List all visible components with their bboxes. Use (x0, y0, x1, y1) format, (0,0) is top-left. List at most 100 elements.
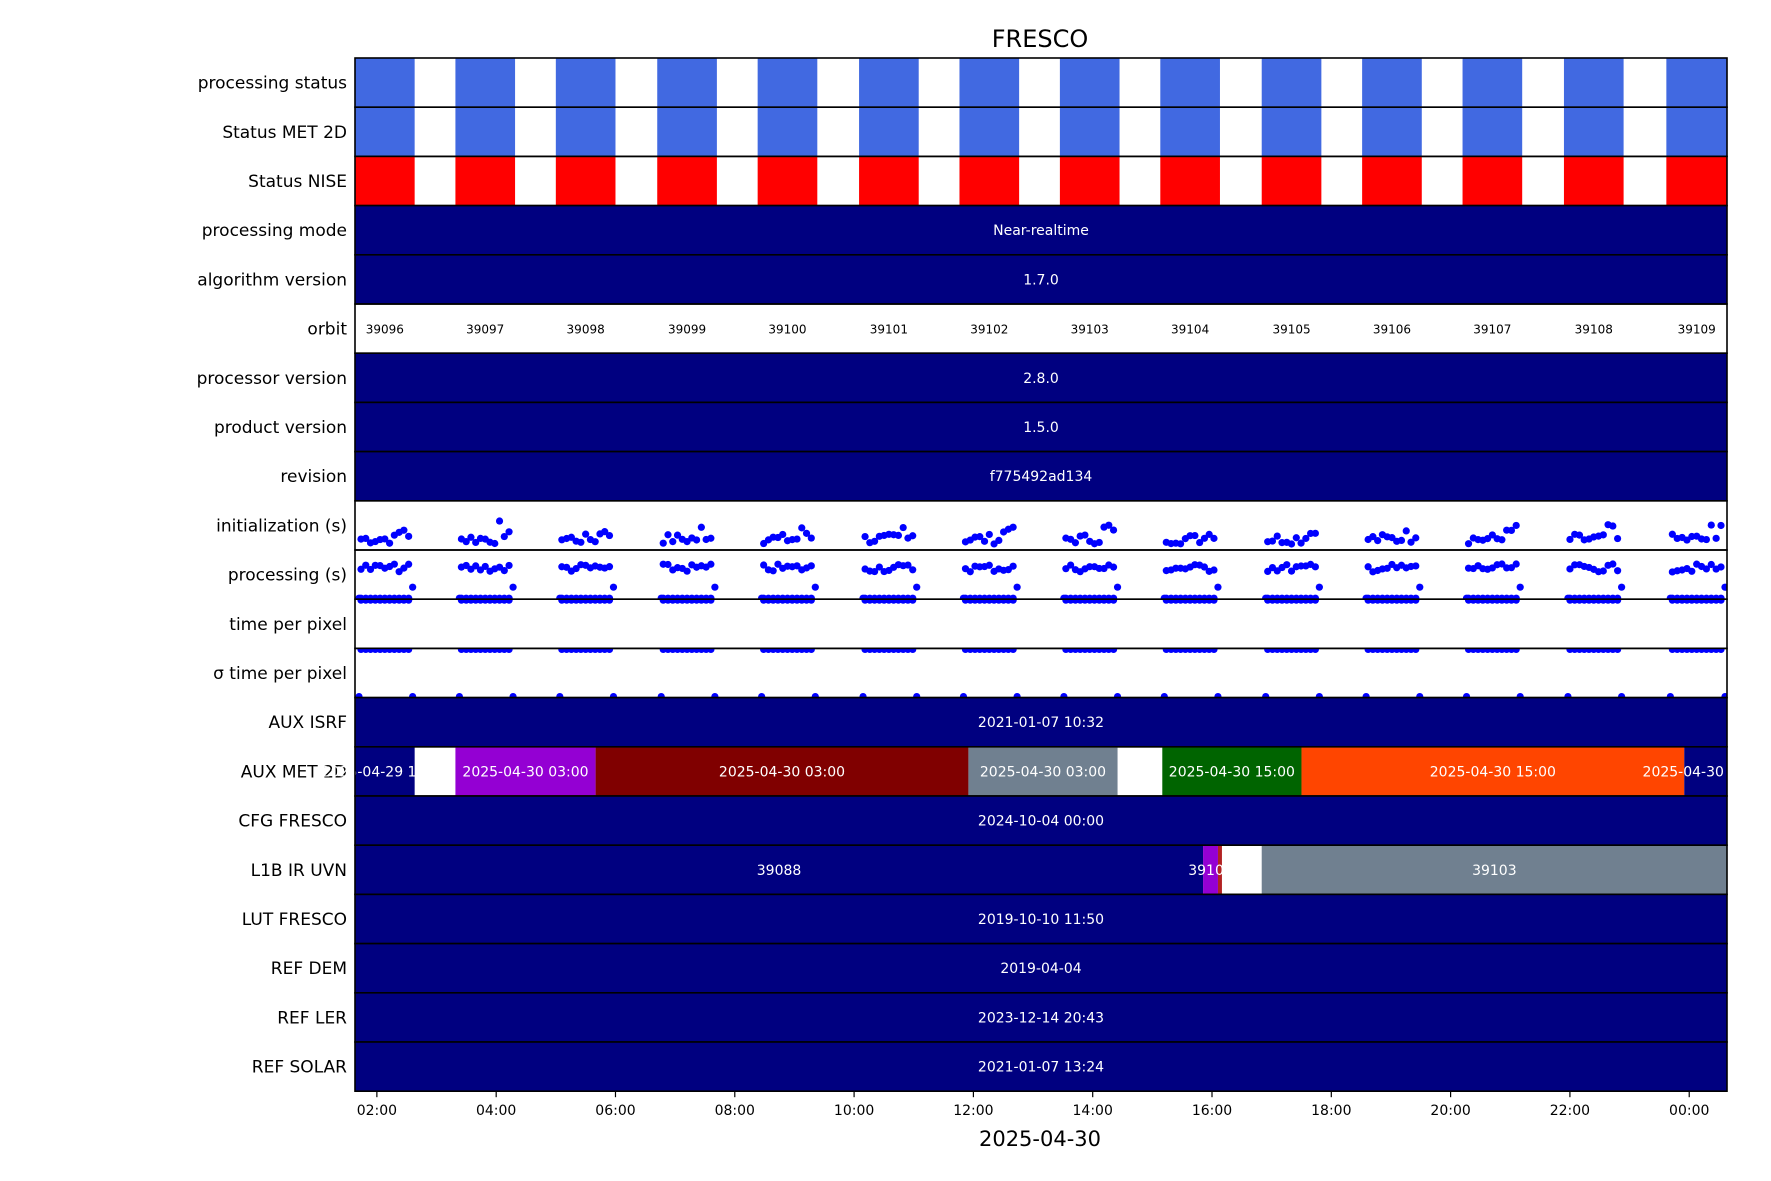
data-point (1268, 537, 1277, 545)
data-point (1702, 535, 1711, 544)
data-point (1566, 565, 1574, 573)
status-bar (355, 58, 415, 108)
data-point (400, 526, 408, 534)
status-bar (1462, 107, 1523, 157)
data-point (909, 599, 917, 604)
status-bar (1462, 58, 1523, 108)
data-point (976, 533, 984, 541)
data-point (1717, 648, 1725, 653)
status-bar (1563, 156, 1624, 206)
data-point (1205, 530, 1213, 538)
data-point (605, 648, 614, 653)
data-point (909, 566, 917, 574)
status-bar (1462, 156, 1523, 206)
segment-bar (968, 746, 1118, 796)
row-processing-mode: processing mode Near-realtime (202, 204, 1728, 256)
data-point (669, 538, 677, 546)
data-point (1009, 599, 1017, 604)
data-point (1200, 534, 1209, 542)
status-bar (355, 107, 415, 157)
data-point (811, 583, 819, 591)
data-point (1013, 583, 1021, 591)
data-point (1109, 648, 1118, 653)
row-label: time per pixel (229, 615, 347, 635)
status-bar (657, 107, 717, 157)
data-point (1374, 537, 1382, 545)
data-point (1498, 560, 1506, 568)
data-point (1196, 538, 1204, 547)
data-point (1416, 583, 1424, 591)
row-label: REF SOLAR (252, 1058, 347, 1078)
status-bar (455, 58, 516, 108)
data-point (495, 517, 504, 525)
data-point (769, 567, 777, 575)
data-point (409, 693, 417, 698)
row-product-version: product version 1.5.0 (214, 401, 1728, 453)
data-point (913, 693, 921, 698)
data-point (1688, 567, 1696, 575)
data-point (405, 532, 413, 540)
row-border (354, 1041, 1728, 1093)
status-bar (455, 156, 516, 206)
data-point (760, 561, 768, 569)
data-point (1462, 693, 1471, 698)
row-algorithm-version: algorithm version 1.7.0 (197, 254, 1728, 305)
row-label: processing mode (202, 221, 347, 241)
data-point (683, 567, 691, 575)
status-bar (1261, 156, 1322, 206)
data-point (1105, 521, 1113, 529)
row-label: Status NISE (248, 172, 347, 192)
data-point (1464, 540, 1473, 548)
data-point (909, 532, 917, 540)
data-point (793, 535, 801, 543)
row-label: σ time per pixel (213, 664, 347, 684)
data-point (605, 531, 614, 540)
status-bar (555, 156, 616, 206)
status-bar (455, 107, 516, 157)
band-label: 2024-10-04 00:00 (978, 814, 1104, 830)
data-point (1575, 531, 1584, 539)
data-point (1210, 599, 1218, 604)
row-processing-status: processing status (198, 57, 1728, 109)
status-bar (1261, 107, 1322, 157)
data-point (861, 532, 869, 541)
row-lut-fresco: LUT FRESCO 2019-10-10 11:50 (242, 893, 1728, 945)
segment-label: 2025-04-29 15:00 (322, 764, 448, 780)
segment-bar (455, 746, 596, 796)
data-point (1009, 523, 1017, 531)
data-point (1507, 526, 1516, 534)
row-label: orbit (307, 320, 347, 340)
data-point (1721, 583, 1727, 591)
row-label: REF LER (277, 1008, 347, 1028)
row-label: algorithm version (197, 270, 347, 290)
status-bar (1362, 58, 1422, 108)
data-point (1721, 693, 1727, 698)
band-label: 2.8.0 (1023, 371, 1059, 387)
value-band (355, 796, 1727, 846)
row-label: processor version (197, 369, 347, 389)
data-point (697, 523, 705, 531)
data-point (1113, 693, 1122, 698)
data-point (1416, 693, 1424, 698)
row-ref-solar: REF SOLAR 2021-01-07 13:24 (252, 1041, 1728, 1093)
data-point (1618, 693, 1626, 698)
row-label: processing status (198, 74, 347, 94)
band-label: f775492ad134 (990, 469, 1093, 485)
data-point (591, 538, 599, 546)
segment-label: 2025-04-30 03:00 (462, 764, 588, 780)
data-point (1512, 594, 1520, 600)
data-point (1311, 529, 1319, 537)
status-bar (1362, 156, 1422, 206)
status-bar (1059, 156, 1120, 206)
data-point (1614, 648, 1622, 653)
data-point (1113, 583, 1122, 591)
value-band (355, 1042, 1727, 1092)
data-point (1599, 531, 1607, 539)
data-point (357, 565, 365, 573)
data-point (1177, 540, 1185, 548)
scatter-points (357, 517, 1725, 548)
data-point (509, 583, 517, 591)
value-band (355, 402, 1727, 452)
row-label: L1B IR UVN (251, 861, 347, 881)
data-point (904, 561, 912, 569)
